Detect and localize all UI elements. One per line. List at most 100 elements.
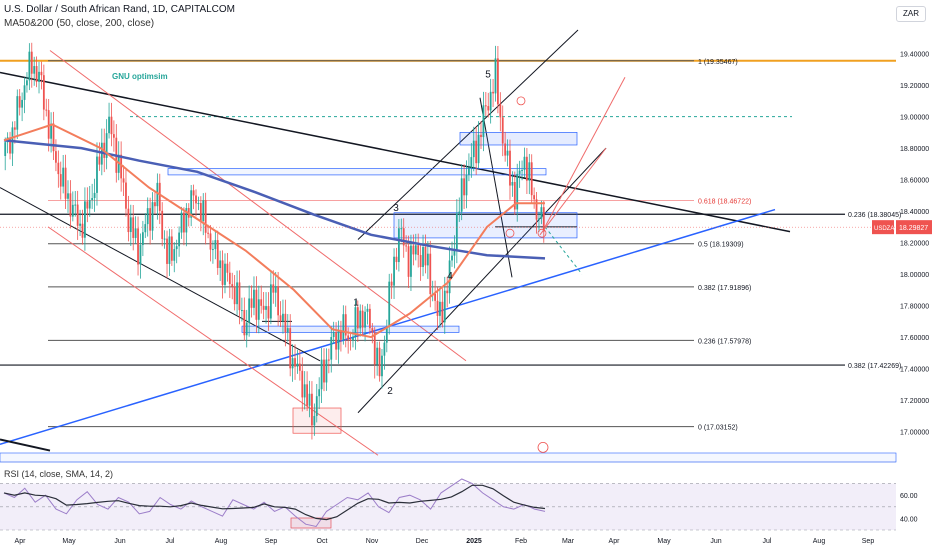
candle-body	[55, 151, 57, 163]
candle-body	[492, 91, 494, 94]
candle-body	[455, 213, 458, 250]
candle-body	[426, 253, 429, 266]
candle-body	[525, 156, 528, 181]
candle-body	[458, 211, 461, 214]
candle-body	[306, 384, 309, 406]
candle-body	[35, 66, 38, 82]
candle-body	[453, 249, 456, 256]
candle-body	[161, 210, 164, 239]
candle-body	[265, 306, 267, 310]
candle-body	[248, 298, 251, 323]
candle-body	[139, 245, 142, 265]
candle-body	[18, 96, 21, 108]
projection-arrow	[544, 226, 583, 275]
candle-body	[540, 207, 543, 219]
candle-body	[195, 195, 197, 204]
candle-body	[323, 359, 325, 383]
candle-body	[335, 332, 337, 350]
candle-body	[62, 167, 65, 187]
candle-body	[436, 300, 439, 316]
candle-body	[414, 245, 417, 255]
candle-body	[400, 228, 403, 230]
rsi-tick-label: 40.00	[900, 516, 918, 523]
symbol-title: U.S. Dollar / South African Rand, 1D, CA…	[4, 4, 236, 15]
candle-body	[93, 192, 96, 199]
x-tick-label: Jul	[763, 538, 772, 545]
candle-body	[67, 193, 69, 199]
candle-body	[470, 157, 473, 168]
candle-body	[497, 58, 499, 105]
candle-body	[538, 218, 540, 220]
candle-body	[332, 332, 335, 338]
candle-body	[296, 363, 299, 367]
y-tick-label: 19.00000	[900, 115, 929, 122]
candle-body	[472, 140, 475, 158]
level-label: 0.382 (17.42269)	[848, 363, 901, 370]
y-tick-label: 17.20000	[900, 398, 929, 405]
candle-body	[74, 204, 77, 206]
candle-body	[528, 162, 531, 181]
candle-body	[226, 263, 229, 273]
wave-label: 5	[485, 69, 491, 80]
candle-body	[199, 203, 202, 222]
candle-body	[91, 198, 94, 201]
last-price-tag-bg	[896, 220, 932, 235]
candle-body	[125, 182, 127, 209]
candle-body	[347, 335, 350, 340]
candle-body	[216, 240, 219, 268]
currency-button[interactable]: ZAR	[896, 6, 926, 22]
candle-body	[308, 393, 311, 406]
candle-body	[378, 347, 381, 377]
candle-body	[397, 228, 400, 263]
candle-body	[81, 223, 84, 238]
candle-body	[96, 156, 98, 193]
candle-body	[504, 143, 507, 156]
candle-body	[84, 201, 86, 238]
candle-body	[480, 134, 482, 138]
candle-body	[257, 299, 260, 320]
wave-label: 4	[447, 271, 453, 282]
candle-body	[238, 282, 241, 311]
y-tick-label: 18.20000	[900, 241, 929, 248]
price-zone	[459, 132, 578, 146]
wave-label: 2	[387, 386, 393, 397]
x-tick-label: Jun	[114, 538, 125, 545]
candle-body	[523, 156, 526, 170]
downtrend-line	[0, 71, 791, 233]
candle-body	[535, 199, 538, 220]
candle-body	[443, 290, 446, 323]
candle-body	[178, 232, 181, 247]
candle-body	[513, 182, 516, 210]
candle-body	[57, 162, 60, 175]
candle-body	[253, 289, 255, 308]
candle-body	[315, 396, 318, 416]
last-price-label-bg	[872, 220, 894, 235]
candle-body	[468, 167, 470, 175]
candle-body	[412, 245, 415, 255]
candle-body	[255, 289, 258, 320]
candle-body	[23, 85, 26, 100]
candle-body	[451, 255, 453, 261]
candle-body	[277, 286, 280, 316]
candle-body	[243, 310, 246, 336]
wave-label: 3	[393, 203, 399, 214]
candle-body	[79, 223, 81, 226]
candle-body	[286, 328, 289, 333]
candle-body	[122, 178, 125, 183]
x-tick-label: Sep	[265, 538, 278, 545]
annotation-text: GNU optimsim	[112, 72, 168, 81]
candle-body	[76, 204, 79, 226]
candle-body	[88, 200, 91, 209]
x-tick-label: Dec	[416, 538, 429, 545]
candle-body	[170, 236, 173, 261]
candle-body	[151, 202, 154, 231]
candle-body	[359, 310, 362, 329]
candle-body	[250, 298, 253, 308]
candle-body	[42, 75, 45, 110]
candle-body	[269, 284, 272, 319]
candle-body	[282, 313, 284, 322]
candle-body	[163, 238, 166, 240]
fib-label: 0 (17.03152)	[698, 425, 738, 432]
x-tick-label: Nov	[366, 538, 379, 545]
